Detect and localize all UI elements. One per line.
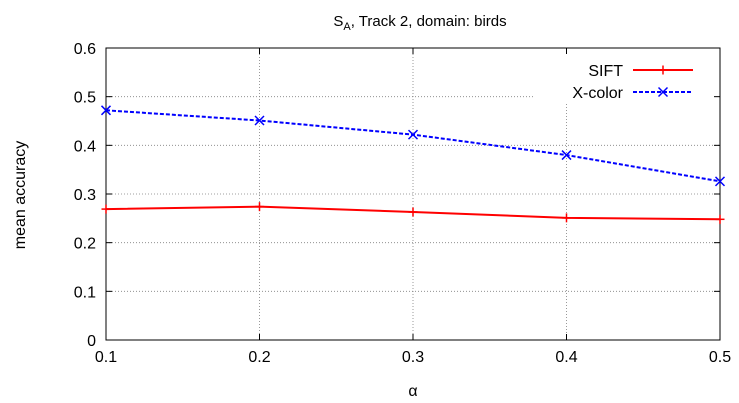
grid-lines xyxy=(106,48,720,340)
x-tick-label: 0.5 xyxy=(709,349,731,366)
y-tick-label: 0.2 xyxy=(74,236,96,253)
data-point xyxy=(101,204,111,214)
x-tick-label: 0.4 xyxy=(555,349,577,366)
plot-frame xyxy=(105,47,721,341)
data-point xyxy=(562,213,571,223)
x-tick-label: 0.2 xyxy=(248,349,270,366)
chart-title: SA, Track 2, domain: birds xyxy=(333,13,506,33)
chart-title-suffix: , Track 2, domain: birds xyxy=(351,13,507,30)
marker-stroke-d2 xyxy=(657,86,669,98)
marker-stroke-d2 xyxy=(714,176,726,187)
data-point xyxy=(715,214,725,224)
marker-stroke-d2 xyxy=(100,105,112,116)
data-point xyxy=(561,150,572,161)
data-point xyxy=(254,115,265,126)
legend-label: X-color xyxy=(572,85,623,102)
data-point xyxy=(407,129,419,140)
y-tick-label: 0.1 xyxy=(74,284,96,301)
y-tick-label: 0.5 xyxy=(74,90,96,107)
y-tick-label: 0.6 xyxy=(74,41,96,58)
x-axis-label: α xyxy=(408,383,417,400)
chart-title-subscript: A xyxy=(343,21,351,33)
x-tick-label: 0.3 xyxy=(402,349,424,366)
y-tick-label: 0.3 xyxy=(74,187,96,204)
y-axis-label: mean accuracy xyxy=(12,141,29,250)
data-point xyxy=(408,207,418,217)
y-tick-label: 0.4 xyxy=(74,138,96,155)
marker-stroke-d2 xyxy=(254,115,265,126)
data-series xyxy=(100,105,726,224)
data-point xyxy=(100,105,112,116)
legend-marker xyxy=(658,65,668,75)
legend: SIFT X-color xyxy=(572,63,693,102)
marker-stroke-d2 xyxy=(407,129,419,140)
chart-title-prefix: S xyxy=(333,13,343,30)
x-tick-label: 0.1 xyxy=(95,349,117,366)
legend-label: SIFT xyxy=(588,63,623,80)
legend-marker xyxy=(657,86,669,98)
data-point xyxy=(255,202,264,212)
marker-stroke-d2 xyxy=(561,150,572,161)
axes: 0.1 0.2 0.3 0.4 0.500.10.20.30.40.50.6 xyxy=(74,41,731,366)
data-point xyxy=(714,176,726,187)
y-tick-label: 0 xyxy=(87,333,96,350)
